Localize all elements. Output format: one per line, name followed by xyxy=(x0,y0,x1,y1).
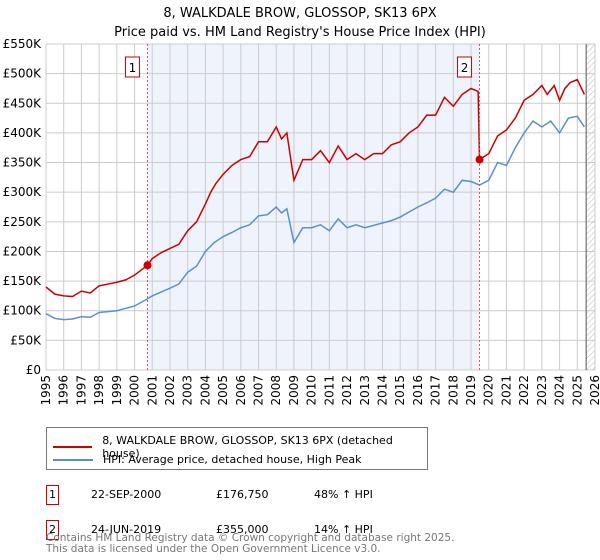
x-tick-label: 2013 xyxy=(358,375,372,406)
sale-hpi: 48% ↑ HPI xyxy=(314,488,373,501)
footer-line-1: Contains HM Land Registry data © Crown c… xyxy=(46,532,455,544)
legend-item-hpi: HPI: Average price, detached house, High… xyxy=(53,453,362,466)
x-tick-label: 2026 xyxy=(588,375,600,406)
x-tick-label: 2009 xyxy=(287,375,301,406)
x-tick-label: 2011 xyxy=(322,375,336,406)
y-tick-label: £550K xyxy=(3,37,43,51)
x-tick-label: 2018 xyxy=(446,375,460,406)
x-tick-label: 2012 xyxy=(340,375,354,406)
sale-date: 22-SEP-2000 xyxy=(91,488,162,501)
y-tick-label: £350K xyxy=(3,156,43,170)
x-tick-label: 2017 xyxy=(429,375,443,406)
y-tick-label: £0 xyxy=(26,363,41,377)
subtitle: Price paid vs. HM Land Registry's House … xyxy=(114,25,486,40)
sale-marker-box: 2 xyxy=(46,520,59,540)
x-tick-label: 2005 xyxy=(216,375,230,406)
x-tick-label: 2006 xyxy=(234,375,248,406)
forecast-hatch xyxy=(586,44,595,370)
y-tick-label: £300K xyxy=(3,185,43,199)
sale-row-1: 1 22-SEP-2000 £176,750 48% ↑ HPI xyxy=(46,485,446,505)
y-tick-label: £100K xyxy=(3,304,43,318)
sale-label-box xyxy=(457,56,473,78)
legend-label: 8, WALKDALE BROW, GLOSSOP, SK13 6PX (det… xyxy=(102,434,393,460)
red-line-swatch xyxy=(53,446,93,448)
x-tick-label: 1999 xyxy=(110,375,124,406)
sale-price: £176,750 xyxy=(216,488,269,501)
x-tick-label: 1997 xyxy=(74,375,88,406)
legend-item-property: 8, WALKDALE BROW, GLOSSOP, SK13 6PX (det… xyxy=(53,434,427,460)
sale-marker-box: 1 xyxy=(46,485,59,505)
x-tick-label: 2008 xyxy=(269,375,283,406)
sale-point xyxy=(475,155,484,164)
y-tick-label: £200K xyxy=(3,244,43,258)
x-tick-label: 1998 xyxy=(92,375,106,406)
sale-row-2: 2 24-JUN-2019 £355,000 14% ↑ HPI xyxy=(46,520,446,540)
sale-label: 2 xyxy=(461,61,469,75)
footer: Contains HM Land Registry data © Crown c… xyxy=(46,533,454,555)
x-tick-label: 2007 xyxy=(252,375,266,406)
sale-point xyxy=(143,261,152,270)
x-tick-label: 2001 xyxy=(145,375,159,406)
x-tick-label: 2000 xyxy=(128,375,142,406)
y-tick-label: £150K xyxy=(3,274,43,288)
legend-label: HPI: Average price, detached house, High… xyxy=(103,453,362,466)
y-tick-label: £50K xyxy=(10,333,42,347)
x-tick-label: 2021 xyxy=(499,375,513,406)
x-tick-label: 2019 xyxy=(464,375,478,406)
chart-title: 8, WALKDALE BROW, GLOSSOP, SK13 6PX Pric… xyxy=(0,4,600,42)
sale-date: 24-JUN-2019 xyxy=(91,523,162,536)
x-tick-label: 2024 xyxy=(553,375,567,406)
x-tick-label: 2022 xyxy=(517,375,531,406)
x-tick-label: 1996 xyxy=(57,375,71,406)
x-tick-label: 2004 xyxy=(198,375,212,406)
price-chart: £0 £50K £100K £150K £200K £250K £300K £350K £400… xyxy=(3,37,600,406)
sale-label-box xyxy=(124,56,140,78)
x-tick-label: 2010 xyxy=(305,375,319,406)
shaded-region xyxy=(147,44,480,370)
x-tick-label: 2025 xyxy=(570,375,584,406)
y-tick-label: £450K xyxy=(3,96,43,110)
x-tick-label: 2020 xyxy=(482,375,496,406)
series-line xyxy=(45,115,585,321)
title: 8, WALKDALE BROW, GLOSSOP, SK13 6PX xyxy=(163,6,437,21)
blue-line-swatch xyxy=(53,458,93,461)
x-tick-label: 2014 xyxy=(375,375,389,406)
x-tick-label: 2015 xyxy=(393,375,407,406)
sale-hpi: 14% ↑ HPI xyxy=(314,523,373,536)
x-tick-label: 2002 xyxy=(163,375,177,406)
x-tick-label: 2016 xyxy=(411,375,425,406)
x-tick-label: 2023 xyxy=(535,375,549,406)
y-tick-label: £500K xyxy=(3,67,43,81)
x-tick-label: 1995 xyxy=(39,375,53,406)
x-tick-label: 2003 xyxy=(181,375,195,406)
y-tick-label: £250K xyxy=(3,215,43,229)
y-tick-label: £400K xyxy=(3,126,43,140)
sale-label: 1 xyxy=(129,61,137,75)
footer-line-2: This data is licensed under the Open Gov… xyxy=(46,543,381,555)
sale-price: £355,000 xyxy=(216,523,269,536)
legend: 8, WALKDALE BROW, GLOSSOP, SK13 6PX (det… xyxy=(46,427,428,470)
